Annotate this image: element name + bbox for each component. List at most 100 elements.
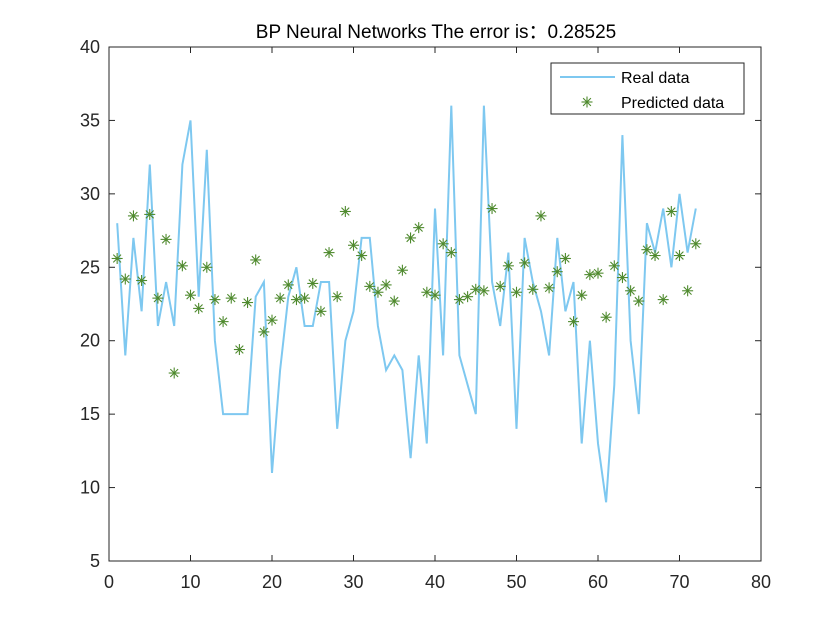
predicted-data-point bbox=[625, 285, 637, 297]
predicted-data-point bbox=[217, 316, 229, 328]
predicted-data-point bbox=[176, 260, 188, 272]
predicted-data-point bbox=[641, 244, 653, 256]
x-tick-label: 80 bbox=[751, 572, 771, 592]
predicted-data-point bbox=[209, 294, 221, 306]
predicted-data-point bbox=[201, 261, 213, 273]
predicted-data-point bbox=[478, 285, 490, 297]
predicted-data-point bbox=[421, 286, 433, 298]
predicted-data-point bbox=[445, 247, 457, 259]
predicted-data-point bbox=[437, 238, 449, 250]
y-tick-label: 20 bbox=[80, 331, 100, 351]
plot-area bbox=[109, 47, 761, 561]
series-predicted-data bbox=[111, 203, 702, 379]
predicted-data-point bbox=[682, 285, 694, 297]
predicted-data-point bbox=[690, 238, 702, 250]
predicted-data-point bbox=[502, 260, 514, 272]
predicted-data-point bbox=[633, 295, 645, 307]
predicted-data-point bbox=[657, 294, 669, 306]
predicted-data-point bbox=[323, 247, 335, 259]
y-tick-label: 35 bbox=[80, 110, 100, 130]
predicted-data-point bbox=[486, 203, 498, 215]
predicted-data-point bbox=[339, 205, 351, 217]
predicted-data-point bbox=[160, 233, 172, 245]
predicted-data-point bbox=[576, 289, 588, 301]
predicted-data-point bbox=[535, 210, 547, 222]
predicted-data-point bbox=[136, 275, 148, 287]
plot-frame bbox=[108, 46, 762, 562]
x-tick-label: 10 bbox=[180, 572, 200, 592]
predicted-data-point bbox=[364, 280, 376, 292]
y-tick-label: 40 bbox=[80, 37, 100, 57]
legend-predicted-data-marker bbox=[581, 96, 593, 108]
predicted-data-point bbox=[144, 208, 156, 220]
y-tick-label: 30 bbox=[80, 184, 100, 204]
predicted-data-point bbox=[185, 289, 196, 301]
predicted-data-point bbox=[290, 294, 302, 306]
x-tick-label: 0 bbox=[104, 572, 114, 592]
chart-title: BP Neural Networks The error is：0.28525 bbox=[256, 22, 616, 43]
predicted-data-point bbox=[559, 252, 571, 264]
predicted-data-point bbox=[250, 254, 262, 266]
predicted-data-point bbox=[405, 232, 417, 244]
predicted-data-point bbox=[331, 291, 343, 303]
y-tick-label: 10 bbox=[80, 478, 100, 498]
predicted-data-point bbox=[584, 269, 596, 281]
predicted-data-point bbox=[674, 250, 685, 262]
predicted-data-point bbox=[258, 326, 270, 338]
legend-predicted-data-label: Predicted data bbox=[621, 95, 724, 112]
predicted-data-point bbox=[193, 302, 205, 314]
y-tick-label: 5 bbox=[90, 551, 100, 571]
predicted-data-point bbox=[396, 264, 408, 276]
predicted-data-point bbox=[665, 205, 677, 217]
predicted-data-point bbox=[608, 260, 620, 272]
predicted-data-point bbox=[127, 210, 139, 222]
predicted-data-point bbox=[225, 292, 237, 304]
legend: Real data Predicted data bbox=[550, 62, 745, 115]
predicted-data-point bbox=[551, 266, 563, 278]
predicted-data-point bbox=[592, 267, 604, 279]
predicted-data-point bbox=[616, 272, 628, 284]
predicted-data-point bbox=[543, 282, 555, 294]
x-tick-label: 30 bbox=[343, 572, 363, 592]
predicted-data-point bbox=[462, 291, 474, 303]
predicted-data-point bbox=[233, 344, 245, 356]
predicted-data-point bbox=[274, 292, 286, 304]
x-axis: 0 10 20 30 40 50 60 70 80 bbox=[104, 47, 771, 592]
predicted-data-point bbox=[152, 292, 164, 304]
predicted-data-point bbox=[372, 286, 384, 298]
predicted-data-point bbox=[356, 250, 368, 262]
predicted-data-point bbox=[348, 239, 359, 251]
predicted-data-point bbox=[119, 273, 131, 285]
real-data-line bbox=[116, 105, 697, 503]
predicted-data-point bbox=[168, 367, 180, 379]
y-axis: 5 10 15 20 25 30 35 40 bbox=[80, 37, 761, 571]
y-tick-label: 25 bbox=[80, 257, 100, 277]
legend-real-data-label: Real data bbox=[621, 70, 690, 87]
predicted-data-point bbox=[429, 289, 441, 301]
predicted-data-point bbox=[527, 283, 539, 295]
predicted-data-point bbox=[242, 297, 254, 309]
x-tick-label: 50 bbox=[506, 572, 526, 592]
predicted-data-point bbox=[307, 277, 319, 289]
predicted-data-point bbox=[282, 279, 294, 291]
predicted-data-point bbox=[111, 252, 123, 264]
series-layer bbox=[111, 105, 702, 503]
y-tick-label: 15 bbox=[80, 404, 100, 424]
predicted-data-point bbox=[600, 311, 612, 323]
predicted-data-point bbox=[519, 257, 531, 269]
x-tick-label: 70 bbox=[669, 572, 689, 592]
predicted-data-point bbox=[453, 294, 465, 306]
predicted-data-point bbox=[315, 305, 327, 317]
series-real-data bbox=[116, 105, 697, 503]
x-tick-label: 60 bbox=[588, 572, 608, 592]
predicted-data-point bbox=[470, 283, 482, 295]
predicted-data-point bbox=[568, 316, 580, 328]
predicted-data-point bbox=[266, 314, 278, 326]
predicted-data-point bbox=[494, 280, 506, 292]
predicted-data-point bbox=[388, 295, 400, 307]
predicted-data-point bbox=[511, 286, 522, 298]
predicted-data-point bbox=[299, 292, 311, 304]
x-tick-label: 20 bbox=[262, 572, 282, 592]
predicted-data-point bbox=[380, 279, 392, 291]
